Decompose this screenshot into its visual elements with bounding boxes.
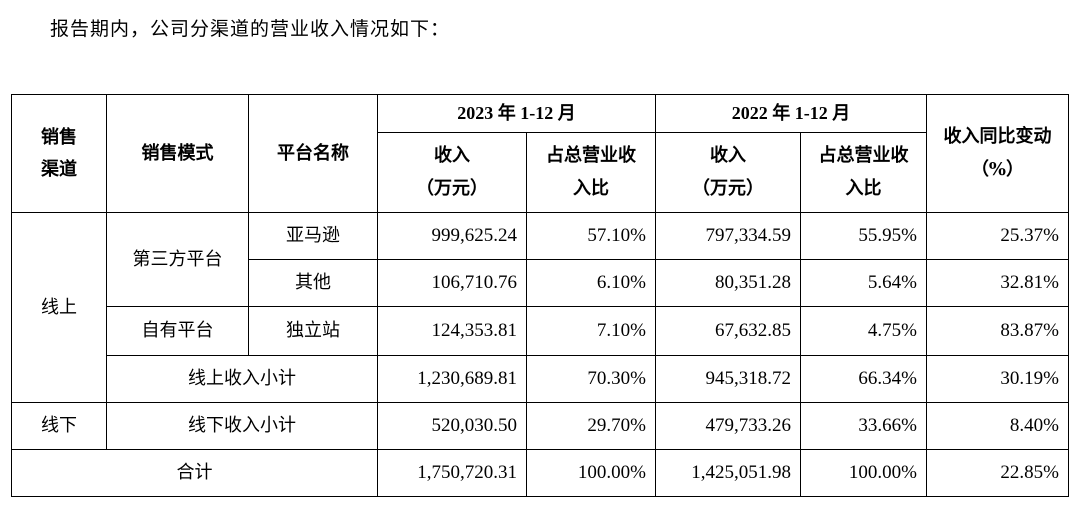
online-subtotal-label: 线上收入小计 xyxy=(106,355,378,403)
platform-amazon: 亚马逊 xyxy=(248,212,378,260)
table-row: 线下 线下收入小计 520,030.50 29.70% 479,733.26 3… xyxy=(11,402,1069,450)
platform-own-site: 独立站 xyxy=(248,306,378,356)
cell-revenue-2022: 1,425,051.98 xyxy=(655,449,801,497)
cell-revenue-2022: 479,733.26 xyxy=(655,402,801,450)
table-row: 合计 1,750,720.31 100.00% 1,425,051.98 100… xyxy=(11,449,1069,497)
table-row: 线上收入小计 1,230,689.81 70.30% 945,318.72 66… xyxy=(12,355,1069,403)
header-platform: 平台名称 xyxy=(248,94,378,213)
cell-share-2023: 29.70% xyxy=(526,402,656,450)
header-mode: 销售模式 xyxy=(106,94,249,213)
cell-revenue-2023: 520,030.50 xyxy=(377,402,527,450)
cell-revenue-2023: 999,625.24 xyxy=(377,212,527,260)
header-2022: 2022 年 1-12 月 xyxy=(655,94,927,133)
table-row: 自有平台 独立站 124,353.81 7.10% 67,632.85 4.75… xyxy=(12,306,1069,356)
cell-yoy: 25.37% xyxy=(926,212,1069,260)
cell-revenue-2023: 124,353.81 xyxy=(377,306,527,356)
table-row: 其他 106,710.76 6.10% 80,351.28 5.64% 32.8… xyxy=(12,259,1069,307)
platform-other: 其他 xyxy=(248,259,378,307)
cell-share-2022: 4.75% xyxy=(800,306,927,356)
cell-yoy: 30.19% xyxy=(926,355,1069,403)
cell-revenue-2022: 945,318.72 xyxy=(655,355,801,403)
cell-share-2023: 6.10% xyxy=(526,259,656,307)
cell-share-2022: 66.34% xyxy=(800,355,927,403)
cell-revenue-2023: 1,230,689.81 xyxy=(377,355,527,403)
header-2023: 2023 年 1-12 月 xyxy=(377,94,656,133)
cell-share-2023: 70.30% xyxy=(526,355,656,403)
intro-text: 报告期内，公司分渠道的营业收入情况如下： xyxy=(50,18,451,40)
cell-revenue-2023: 1,750,720.31 xyxy=(377,449,527,497)
cell-share-2022: 100.00% xyxy=(800,449,927,497)
header-channel: 销售渠道 xyxy=(11,94,107,213)
cell-revenue-2023: 106,710.76 xyxy=(377,259,527,307)
cell-share-2023: 7.10% xyxy=(526,306,656,356)
cell-share-2022: 33.66% xyxy=(800,402,927,450)
cell-yoy: 83.87% xyxy=(926,306,1069,356)
channel-online: 线上 xyxy=(11,212,107,403)
header-share-2023: 占总营业收 入比 xyxy=(526,132,656,213)
header-share-2022: 占总营业收 入比 xyxy=(800,132,927,213)
revenue-by-channel-table: 销售渠道 销售模式 平台名称 2023 年 1-12 月 2022 年 1-12… xyxy=(11,94,1069,497)
total-label: 合计 xyxy=(11,449,378,497)
cell-revenue-2022: 797,334.59 xyxy=(655,212,801,260)
cell-share-2022: 5.64% xyxy=(800,259,927,307)
mode-third-party: 第三方平台 xyxy=(106,212,249,307)
mode-own-platform: 自有平台 xyxy=(106,306,249,356)
cell-yoy: 22.85% xyxy=(926,449,1069,497)
cell-share-2023: 57.10% xyxy=(526,212,656,260)
cell-share-2022: 55.95% xyxy=(800,212,927,260)
header-revenue-2023: 收入 （万元） xyxy=(377,132,527,213)
cell-share-2023: 100.00% xyxy=(526,449,656,497)
cell-revenue-2022: 67,632.85 xyxy=(655,306,801,356)
header-revenue-2022: 收入 （万元） xyxy=(655,132,801,213)
table-row: 线上 第三方平台 亚马逊 999,625.24 57.10% 797,334.5… xyxy=(11,212,1069,403)
header-yoy: 收入同比变动（%） xyxy=(926,94,1069,213)
cell-yoy: 8.40% xyxy=(926,402,1069,450)
offline-subtotal-label: 线下收入小计 xyxy=(106,402,378,450)
cell-yoy: 32.81% xyxy=(926,259,1069,307)
cell-revenue-2022: 80,351.28 xyxy=(655,259,801,307)
channel-offline: 线下 xyxy=(11,402,107,450)
